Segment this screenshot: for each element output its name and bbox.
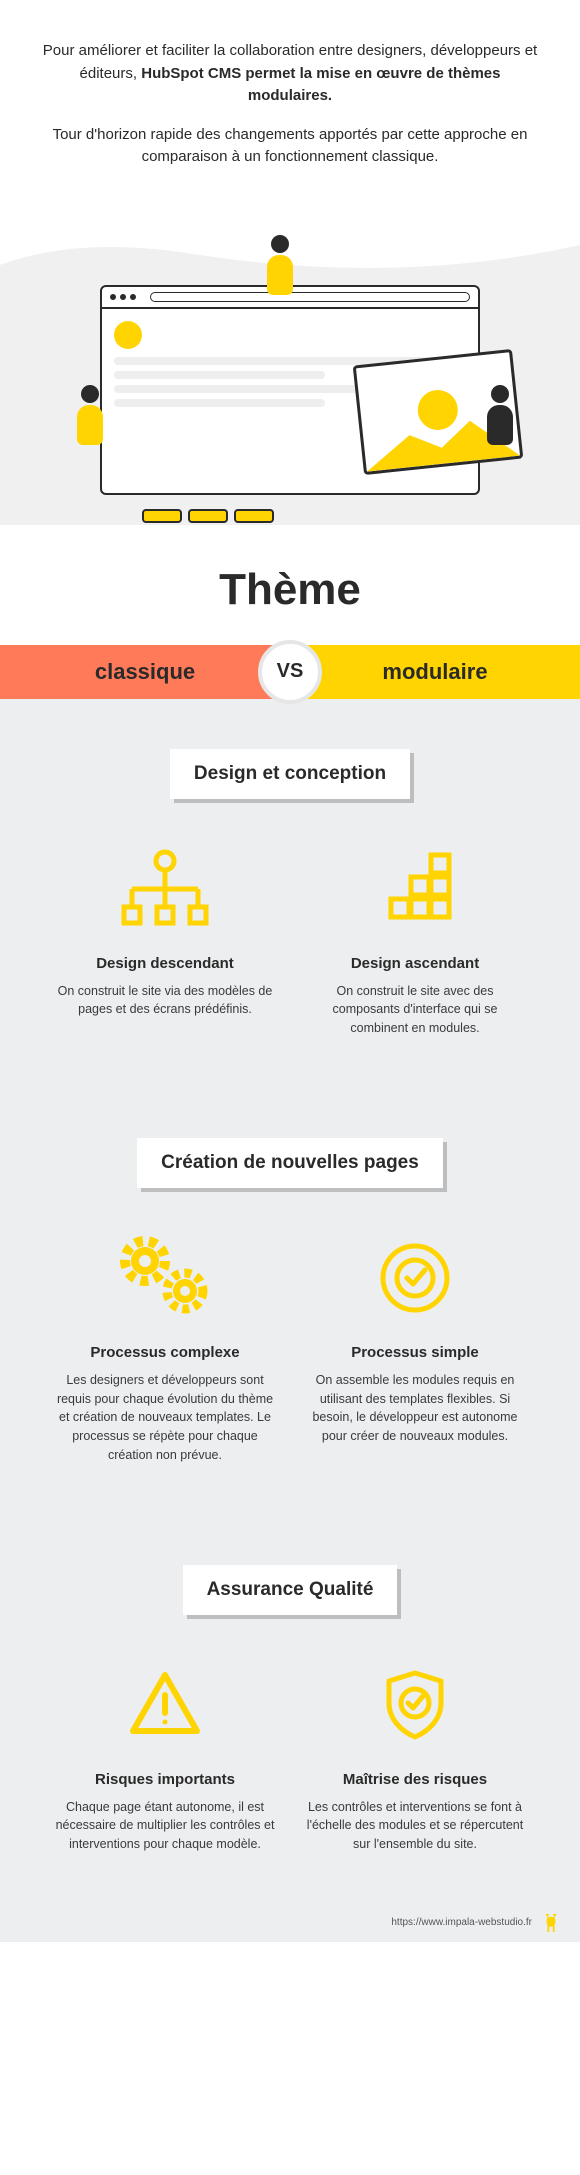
deer-logo-icon [542,1912,560,1934]
col-text: On construit le site avec des composants… [305,982,525,1038]
col-text: On assemble les modules requis en utilis… [305,1371,525,1446]
intro-block: Pour améliorer et faciliter la collabora… [0,0,580,205]
compare-left: Design descendant On construit le site v… [55,839,275,1038]
check-circle-icon [305,1228,525,1328]
vs-badge: VS [258,640,322,704]
person-icon [60,385,120,475]
footer: https://www.impala-webstudio.fr [0,1904,580,1942]
col-title: Processus simple [305,1344,525,1361]
col-title: Design ascendant [305,955,525,972]
gears-icon [55,1228,275,1328]
footer-url: https://www.impala-webstudio.fr [391,1917,532,1928]
vs-row: classique modulaire VS [0,645,580,699]
col-title: Processus complexe [55,1344,275,1361]
section-design: Design et conception [0,699,580,1088]
tree-down-icon [55,839,275,939]
compare-right: Processus simple On assemble les modules… [305,1228,525,1465]
compare-left: Risques importants Chaque page étant aut… [55,1655,275,1854]
intro-paragraph-1: Pour améliorer et faciliter la collabora… [40,40,540,108]
intro-paragraph-2: Tour d'horizon rapide des changements ap… [40,124,540,169]
person-icon [250,235,310,325]
section-qa: Assurance Qualité Risques importants Cha… [0,1515,580,1904]
compare-right: Design ascendant On construit le site av… [305,839,525,1038]
section-heading: Création de nouvelles pages [137,1138,443,1188]
theme-title: Thème [0,525,580,645]
vs-left-label: classique [0,645,290,699]
col-title: Risques importants [55,1771,275,1788]
hero-illustration [0,225,580,525]
vs-right-label: modulaire [290,645,580,699]
compare-right: Maîtrise des risques Les contrôles et in… [305,1655,525,1854]
intro-text-1b: HubSpot CMS permet la mise en œuvre de t… [141,65,500,105]
warning-icon [55,1655,275,1755]
col-text: Chaque page étant autonome, il est néces… [55,1798,275,1854]
person-icon [470,385,530,475]
section-pages: Création de nouvelles pages [0,1088,580,1515]
section-heading: Assurance Qualité [183,1565,398,1615]
col-title: Design descendant [55,955,275,972]
section-heading: Design et conception [170,749,410,799]
shield-check-icon [305,1655,525,1755]
compare-left: Processus complexe Les designers et déve… [55,1228,275,1465]
col-text: On construit le site via des modèles de … [55,982,275,1020]
col-title: Maîtrise des risques [305,1771,525,1788]
blocks-up-icon [305,839,525,939]
col-text: Les designers et développeurs sont requi… [55,1371,275,1465]
col-text: Les contrôles et interventions se font à… [305,1798,525,1854]
